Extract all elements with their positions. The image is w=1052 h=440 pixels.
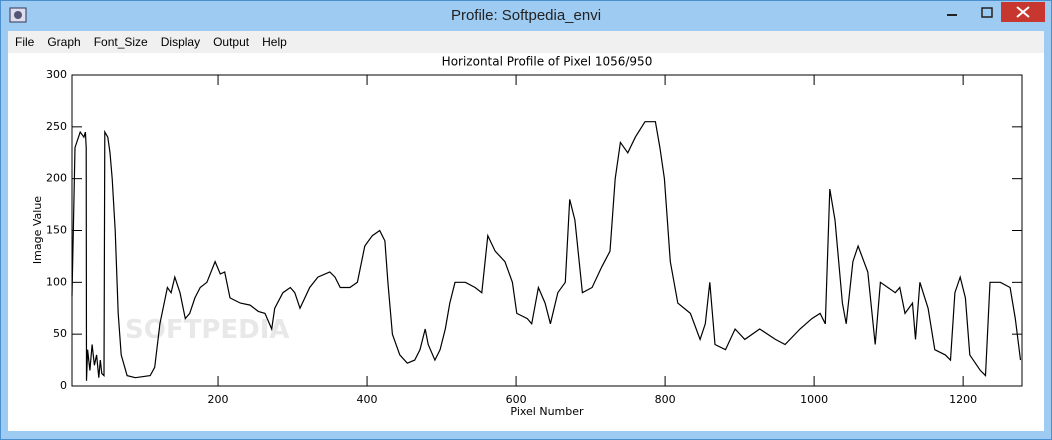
y-tick-label: 100 xyxy=(46,275,67,288)
y-tick-label: 200 xyxy=(46,172,67,185)
profile-line xyxy=(71,121,1022,381)
x-tick-label: 800 xyxy=(655,393,676,406)
menu-item[interactable]: Display xyxy=(160,35,201,49)
x-tick-label: 1000 xyxy=(800,393,828,406)
menu-item[interactable]: Help xyxy=(262,35,287,49)
menu-bar: File Graph Font_Size Display Output Help xyxy=(8,31,1044,53)
window-controls[interactable] xyxy=(937,2,1047,24)
chart-title: Horizontal Profile of Pixel 1056/950 xyxy=(442,55,653,69)
menu-item[interactable]: File xyxy=(15,35,35,49)
x-axis-label: Pixel Number xyxy=(510,405,584,418)
app-icon xyxy=(9,7,27,23)
x-tick-label: 600 xyxy=(506,393,527,406)
menu-item[interactable]: Font_Size xyxy=(93,35,148,49)
menu-item[interactable]: Graph xyxy=(47,35,81,49)
y-tick-label: 150 xyxy=(46,224,67,237)
x-tick-label: 400 xyxy=(357,393,378,406)
title-bar: Profile: Softpedia_envi xyxy=(1,1,1051,31)
x-tick-label: 1200 xyxy=(949,393,977,406)
y-tick-label: 0 xyxy=(60,379,67,392)
y-tick-label: 50 xyxy=(53,327,67,340)
watermark: SOFTPEDIA xyxy=(125,315,290,345)
plot-window xyxy=(8,53,1044,431)
y-tick-label: 300 xyxy=(46,68,67,81)
y-tick-label: 250 xyxy=(46,120,67,133)
menu-item[interactable]: Output xyxy=(213,35,250,49)
y-axis-label: Image Value xyxy=(31,196,44,264)
window-title: Profile: Softpedia_envi xyxy=(450,7,602,24)
x-tick-label: 200 xyxy=(208,393,229,406)
maximize[interactable] xyxy=(981,7,993,18)
close-icon xyxy=(1016,6,1030,18)
